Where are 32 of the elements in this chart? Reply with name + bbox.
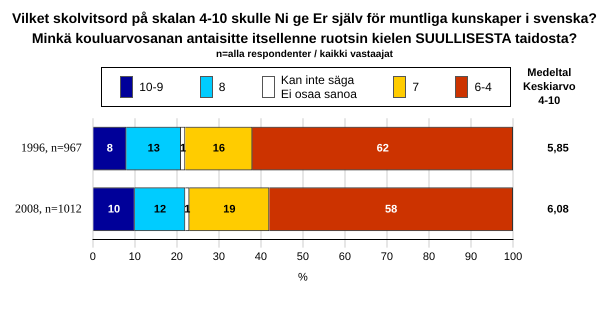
x-tick-label: 0 xyxy=(90,251,96,264)
x-tick-label: 30 xyxy=(212,251,225,264)
chart-title: Vilket skolvitsord på skalan 4-10 skulle Ni ge Er själv för muntliga kunskaper i svenska? Minkä kouluarvosanan antaisitte itsellenne ruotsin kielen SUULLISESTA taidosta? xyxy=(11,9,598,48)
x-tick-label: 40 xyxy=(254,251,267,264)
x-axis-title: % xyxy=(298,271,308,284)
x-tick-label: 90 xyxy=(464,251,478,264)
x-tick-label: 70 xyxy=(380,251,394,264)
text: 6-4 xyxy=(474,80,492,94)
y-tick-label: 2008, n=1012 xyxy=(14,201,82,216)
text: 6,08 xyxy=(547,203,569,216)
y-tick-label: 1996, n=967 xyxy=(20,140,82,155)
legend-label: 10-9 xyxy=(139,80,164,94)
x-tick-label: 10 xyxy=(128,251,141,264)
x-tick-label: 50 xyxy=(296,251,310,264)
data-label: 62 xyxy=(376,142,389,155)
chart-subtitle: n=alla respondenter / kaikki vastaajat xyxy=(214,48,394,62)
x-tick-label: 20 xyxy=(170,251,183,264)
data-label: 16 xyxy=(212,142,225,155)
x-tick-label: 80 xyxy=(422,251,436,264)
x-tick-label: 100 xyxy=(504,251,522,264)
data-label: 19 xyxy=(223,203,236,216)
data-label: 8 xyxy=(106,142,113,155)
legend-label: Kan inte säga Ei osaa sanoa xyxy=(280,73,357,101)
data-label: 10 xyxy=(108,203,120,216)
data-label: 12 xyxy=(154,203,166,216)
text: Medeltal Keskiarvo 4-10 xyxy=(523,66,576,108)
legend-label: 7 xyxy=(412,80,419,94)
text: 5,85 xyxy=(547,142,569,155)
data-label: 13 xyxy=(148,142,160,155)
data-label: 58 xyxy=(385,203,398,216)
legend-label: 8 xyxy=(218,80,226,94)
x-tick-label: 60 xyxy=(338,251,352,264)
